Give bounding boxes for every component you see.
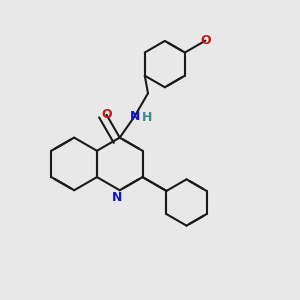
Text: O: O bbox=[200, 34, 211, 47]
Text: H: H bbox=[141, 111, 152, 124]
Text: N: N bbox=[111, 190, 122, 204]
Text: N: N bbox=[130, 110, 140, 123]
Text: O: O bbox=[101, 108, 112, 121]
